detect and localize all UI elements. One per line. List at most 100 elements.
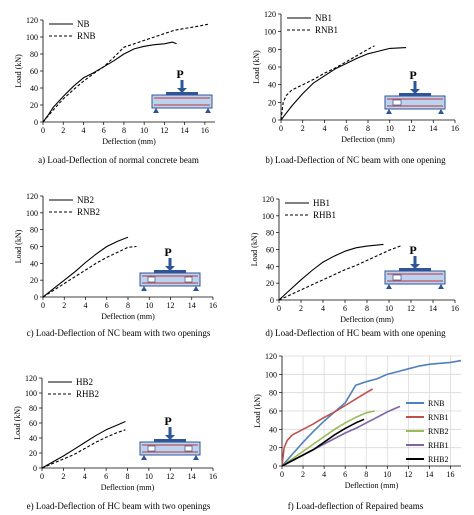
x-axis-label: Deflection (mm) — [341, 135, 395, 144]
spreader-beam — [154, 270, 186, 273]
x-tick-label: 2 — [62, 301, 66, 310]
x-tick-label: 6 — [102, 126, 106, 135]
series-line-rnb2 — [42, 245, 137, 298]
y-tick-label: 0 — [34, 293, 38, 302]
y-axis-label: Load (kN) — [13, 406, 22, 440]
x-tick-label: 16 — [201, 126, 209, 135]
legend-label: RNB — [77, 31, 96, 41]
support-icon — [438, 284, 444, 289]
x-tick-label: 12 — [407, 304, 415, 313]
x-tick-label: 8 — [122, 126, 126, 135]
x-tick-label: 0 — [277, 304, 281, 313]
x-tick-label: 16 — [209, 301, 217, 310]
x-tick-label: 10 — [383, 470, 391, 479]
beam-sketch: P — [139, 245, 201, 291]
caption-e: e) Load-Deflection of HC beam with two o… — [26, 501, 211, 511]
y-tick-label: 60 — [269, 407, 277, 416]
series-line-rhb2 — [41, 429, 126, 469]
chart-a: 0 20 40 60 80 100 120 0 2 4 6 8 10 12 14 16 Deflection (… — [14, 16, 215, 146]
legend-label: RNB — [428, 399, 444, 408]
x-tick-label: 12 — [160, 126, 168, 135]
x-tick-label: 0 — [280, 470, 284, 479]
load-label: P — [164, 245, 171, 259]
y-tick-label: 100 — [26, 33, 38, 42]
web-opening — [392, 274, 402, 281]
y-axis-label: Load (kN) — [250, 232, 259, 266]
web-opening — [392, 99, 402, 106]
x-tick-label: 12 — [166, 472, 174, 481]
y-tick-label: 60 — [30, 243, 38, 252]
y-tick-label: 100 — [25, 389, 37, 398]
x-tick-label: 16 — [451, 124, 459, 133]
y-tick-label: 0 — [33, 464, 37, 473]
caption-d: d) Load-Deflection of HC beam with one o… — [265, 328, 446, 338]
x-tick-label: 8 — [126, 472, 130, 481]
beam-body — [151, 94, 213, 109]
x-tick-label: 4 — [322, 470, 326, 479]
load-arrowhead-icon — [165, 435, 175, 440]
caption-b: b) Load-Deflection of NC beam with one o… — [265, 155, 446, 165]
x-tick-label: 12 — [404, 470, 412, 479]
support-icon — [438, 109, 444, 114]
y-tick-label: 40 — [269, 425, 277, 434]
support-icon — [141, 455, 147, 460]
caption-a: a) Load-Deflection of normal concrete be… — [38, 155, 199, 165]
web-opening — [184, 276, 193, 283]
x-tick-label: 2 — [301, 470, 305, 479]
x-tick-label: 8 — [126, 301, 130, 310]
series-line-rnb — [281, 359, 462, 467]
spreader-beam — [166, 92, 198, 95]
x-axis-label: Deflection (mm) — [101, 312, 155, 321]
legend-label: RHB1 — [313, 210, 336, 220]
x-axis-label: Deflection (mm) — [101, 483, 155, 492]
series-line-rnb — [42, 23, 209, 123]
x-tick-label: 10 — [385, 304, 393, 313]
y-tick-label: 100 — [26, 209, 38, 218]
support-icon — [205, 108, 211, 113]
x-tick-label: 6 — [343, 304, 347, 313]
x-tick-label: 14 — [425, 470, 433, 479]
support-icon — [386, 284, 392, 289]
x-axis-label: Deflection (mm) — [345, 481, 399, 490]
legend-label: RHB2 — [428, 455, 448, 464]
support-icon — [193, 455, 199, 460]
legend-label: NB2 — [77, 195, 94, 205]
load-arrowhead-icon — [177, 88, 187, 93]
x-tick-label: 4 — [83, 472, 87, 481]
x-tick-label: 14 — [429, 124, 437, 133]
x-tick-label: 12 — [408, 124, 416, 133]
y-tick-label: 120 — [26, 16, 38, 25]
x-tick-label: 4 — [84, 301, 88, 310]
y-tick-label: 40 — [30, 259, 38, 268]
x-tick-label: 10 — [145, 472, 153, 481]
y-axis-label: Load (kN) — [14, 54, 23, 88]
y-tick-label: 40 — [266, 262, 274, 271]
y-tick-label: 100 — [262, 212, 274, 221]
series-line-hb1 — [278, 243, 384, 301]
x-tick-label: 6 — [105, 301, 109, 310]
y-tick-label: 100 — [265, 370, 277, 379]
series-line-rhb1 — [278, 244, 403, 301]
y-tick-label: 120 — [262, 195, 274, 204]
x-tick-label: 14 — [181, 126, 189, 135]
web-opening — [184, 445, 193, 452]
y-tick-label: 20 — [269, 444, 277, 453]
y-tick-label: 120 — [264, 10, 276, 19]
support-icon — [153, 108, 159, 113]
y-tick-label: 40 — [30, 84, 38, 93]
beam-sketch: P — [139, 414, 201, 460]
legend-label: RNB1 — [428, 413, 448, 422]
series-line-nb2 — [42, 236, 129, 298]
y-tick-label: 80 — [30, 226, 38, 235]
x-tick-label: 4 — [321, 304, 325, 313]
load-label: P — [409, 243, 416, 257]
load-label: P — [164, 414, 171, 428]
x-tick-label: 6 — [343, 470, 347, 479]
x-tick-label: 8 — [364, 470, 368, 479]
y-tick-label: 60 — [29, 419, 37, 428]
y-tick-label: 80 — [268, 45, 276, 54]
x-axis-label: Deflection (mm) — [340, 315, 394, 324]
y-axis-label: Load (kN) — [253, 394, 262, 428]
x-tick-label: 10 — [386, 124, 394, 133]
y-tick-label: 80 — [30, 50, 38, 59]
